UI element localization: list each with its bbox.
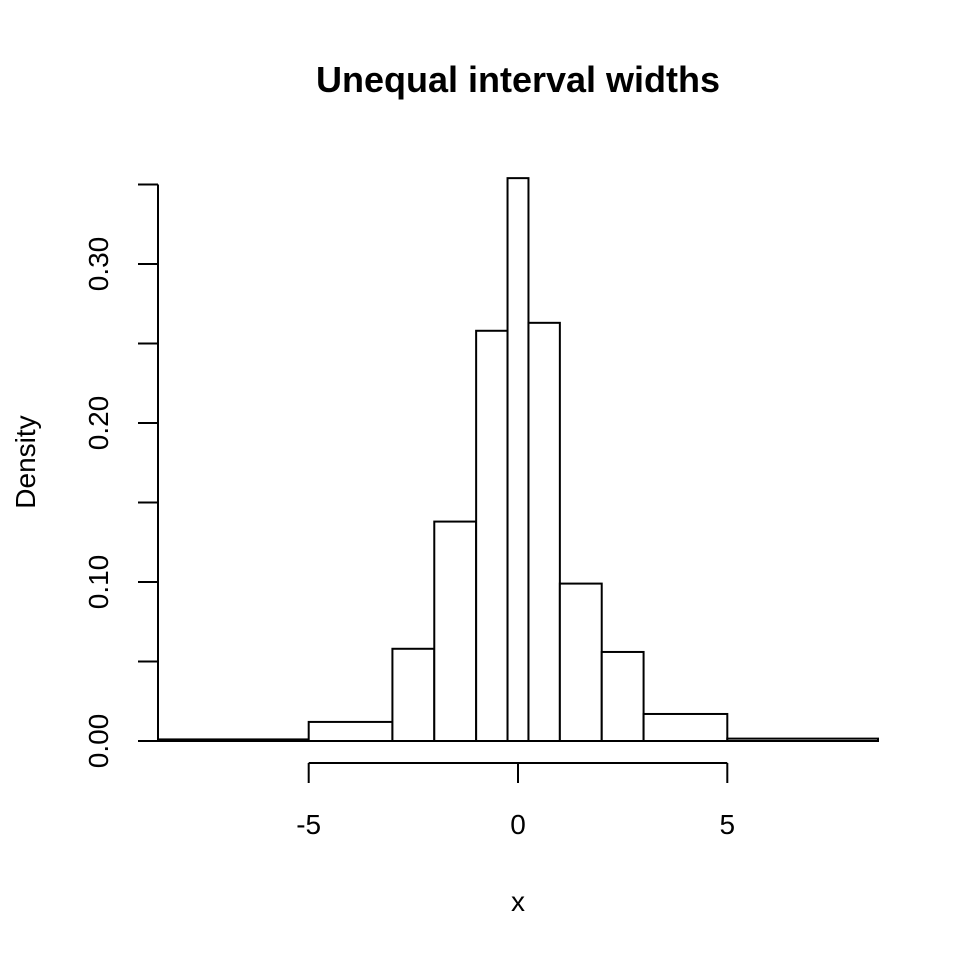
histogram-bar [600, 650, 645, 743]
y-axis-label: Density [10, 415, 41, 508]
y-tick-label: 0.30 [83, 237, 114, 292]
y-tick-label: 0.20 [83, 396, 114, 451]
y-tick-label: 0.00 [83, 714, 114, 769]
histogram-bar [475, 329, 509, 742]
histogram-bar [506, 177, 530, 742]
x-axis: -5 0 5 [296, 762, 736, 840]
histogram-bar [157, 738, 310, 742]
histogram-bar [527, 321, 561, 742]
histogram-bar [642, 712, 729, 742]
x-axis-label: x [511, 886, 525, 917]
x-tick-label: 0 [510, 809, 526, 840]
y-axis: 0.00 0.10 0.20 0.30 [83, 183, 159, 769]
x-tick-label: 5 [720, 809, 736, 840]
histogram-bar [726, 737, 879, 742]
histogram-bar [433, 520, 478, 743]
histogram-bar [558, 582, 603, 743]
chart-title: Unequal interval widths [316, 59, 720, 100]
histogram-bar [307, 720, 394, 742]
histogram-bar [391, 647, 436, 743]
histogram-bars [157, 177, 879, 743]
y-tick-label: 0.10 [83, 555, 114, 610]
x-tick-label: -5 [296, 809, 321, 840]
